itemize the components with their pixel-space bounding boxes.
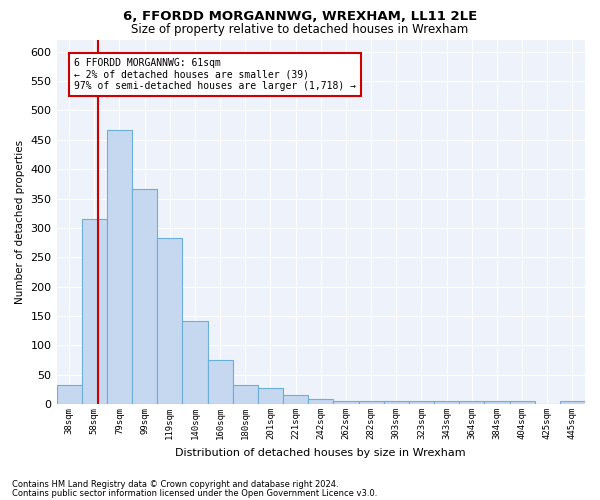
Y-axis label: Number of detached properties: Number of detached properties [15, 140, 25, 304]
Bar [233, 386, 258, 404]
Text: 6, FFORDD MORGANNWG, WREXHAM, LL11 2LE: 6, FFORDD MORGANNWG, WREXHAM, LL11 2LE [123, 10, 477, 23]
Bar [509, 401, 535, 404]
Bar [308, 400, 334, 404]
Bar [359, 401, 383, 404]
Bar [283, 396, 308, 404]
Bar [409, 401, 434, 404]
Bar [258, 388, 283, 404]
Bar [132, 188, 157, 404]
Bar [107, 130, 132, 404]
Bar [560, 401, 585, 404]
Bar [157, 238, 182, 404]
Text: Size of property relative to detached houses in Wrexham: Size of property relative to detached ho… [131, 22, 469, 36]
Text: Contains HM Land Registry data © Crown copyright and database right 2024.: Contains HM Land Registry data © Crown c… [12, 480, 338, 489]
Bar [82, 219, 107, 404]
Bar [383, 401, 409, 404]
X-axis label: Distribution of detached houses by size in Wrexham: Distribution of detached houses by size … [175, 448, 466, 458]
Text: Contains public sector information licensed under the Open Government Licence v3: Contains public sector information licen… [12, 488, 377, 498]
Text: 6 FFORDD MORGANNWG: 61sqm
← 2% of detached houses are smaller (39)
97% of semi-d: 6 FFORDD MORGANNWG: 61sqm ← 2% of detach… [74, 58, 356, 91]
Bar [334, 401, 359, 404]
Bar [434, 401, 459, 404]
Bar [182, 320, 208, 404]
Bar [56, 386, 82, 404]
Bar [484, 401, 509, 404]
Bar [208, 360, 233, 404]
Bar [459, 401, 484, 404]
